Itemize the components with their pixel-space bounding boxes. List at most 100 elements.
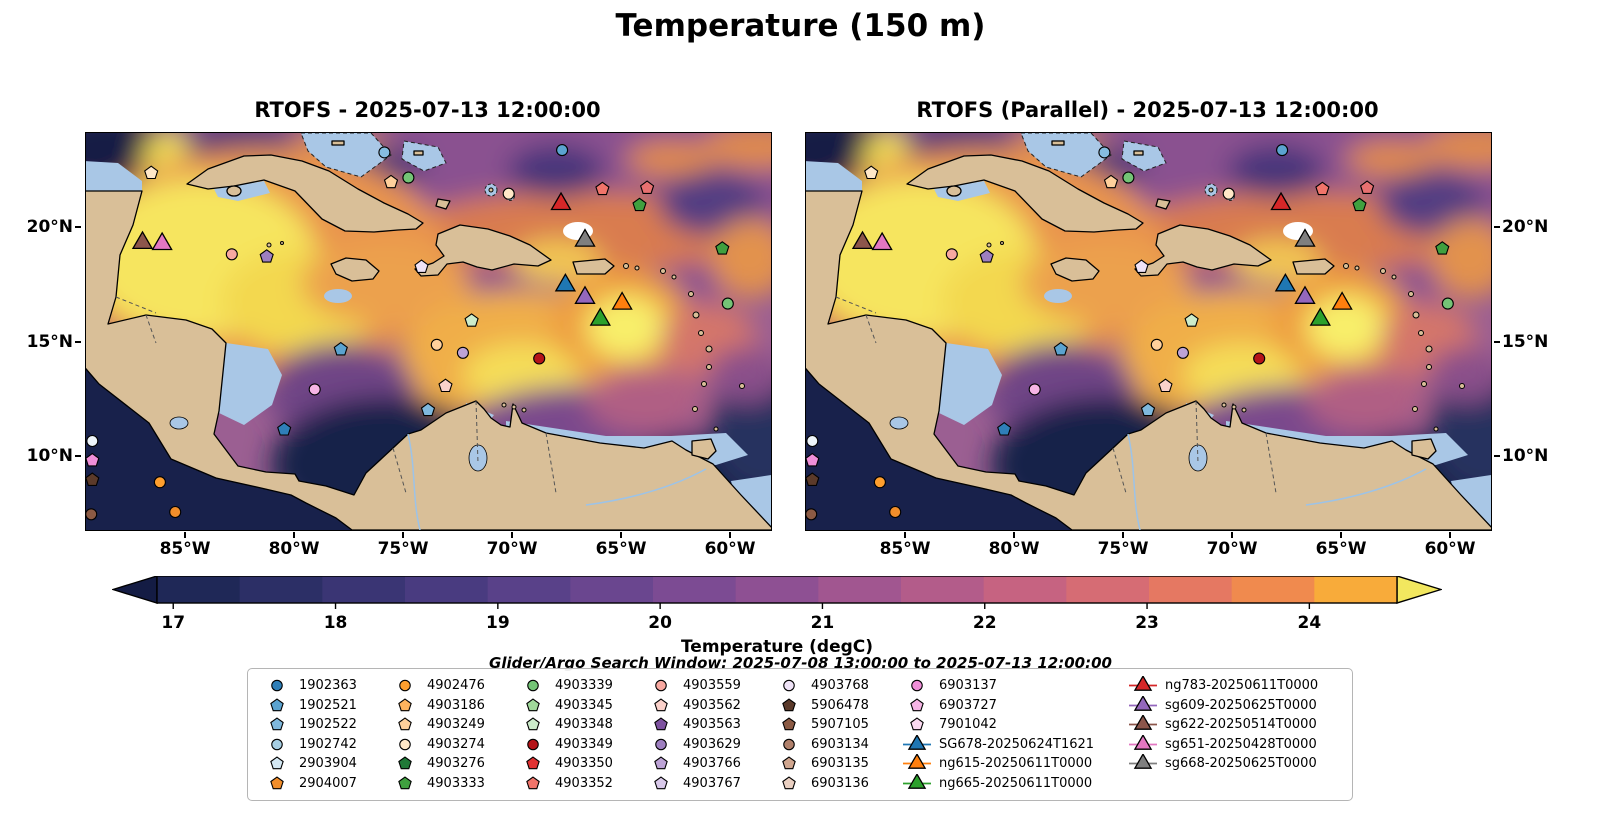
land-layer	[806, 140, 1491, 530]
legend-entry: 5906478	[774, 696, 892, 716]
map-marker-pentagon	[1140, 402, 1156, 417]
map-panel-rtofs: RTOFS - 2025-07-13 12:00:00	[27, 98, 772, 559]
legend-entry: 4903559	[646, 676, 764, 696]
map-marker-circle	[1253, 352, 1266, 365]
great-inagua	[1155, 198, 1171, 210]
legend-marker-circle-icon	[271, 738, 283, 751]
x-tick-mark	[1340, 532, 1343, 538]
legend-label: 4903350	[555, 756, 613, 772]
map-canvas-rtofs-parallel	[805, 132, 1492, 531]
legend-label: 4903766	[683, 756, 741, 772]
legend-marker-pentagon-icon	[270, 717, 284, 731]
legend-label: 1902363	[299, 678, 357, 694]
legend-entry: 4903767	[646, 774, 764, 794]
legend-marker-pentagon-icon	[654, 756, 668, 770]
trinidad	[1411, 438, 1437, 460]
legend-label: 7901042	[939, 717, 997, 733]
map-marker-circle	[402, 171, 415, 184]
map-marker-pentagon	[639, 180, 655, 194]
jamaica	[330, 257, 380, 282]
colorbar-tick-label: 19	[486, 613, 510, 633]
legend-entry: 6903727	[902, 696, 1118, 716]
legend-column: 4903339 4903345 4903348 4903349 4903350 49033…	[518, 676, 636, 793]
legend-entry: 5907105	[774, 715, 892, 735]
map-marker-pentagon	[259, 249, 274, 263]
legend-column: 4903559 4903562 4903563 4903629 4903766 49037…	[646, 676, 764, 793]
legend-entry: 1902363	[262, 676, 380, 696]
legend-entry: 4903345	[518, 696, 636, 716]
y-tick-label: 20°N	[26, 217, 73, 237]
legend-marker-triangle-icon	[1129, 734, 1157, 750]
legend-entry: 4903274	[390, 735, 508, 755]
colorbar-tick-label: 22	[973, 613, 997, 633]
map-marker-triangle	[151, 231, 173, 251]
legend-entry: 1902522	[262, 715, 380, 735]
legend-column: 1902363 1902521 1902522 1902742 2903904 29040…	[262, 676, 380, 793]
map-marker-pentagon	[277, 422, 292, 436]
colorbar-tick-label: 18	[324, 613, 348, 633]
map-marker-circle	[1222, 187, 1235, 200]
x-tick-label: 75°W	[1097, 539, 1149, 559]
map-marker-triangle	[574, 228, 596, 247]
legend-marker-triangle-icon	[1129, 676, 1157, 692]
map-marker-circle	[225, 248, 238, 261]
y-tick-mark	[75, 455, 81, 457]
legend-label: 2903904	[299, 756, 357, 772]
legend-label: sg609-20250625T0000	[1165, 697, 1317, 713]
map-marker-circle	[806, 434, 819, 448]
map-marker-circle	[1122, 171, 1135, 184]
map-marker-triangle	[574, 285, 596, 304]
legend-entry: SG678-20250624T1621	[902, 734, 1118, 755]
map-marker-triangle	[611, 291, 633, 310]
pacific-ocean	[86, 368, 352, 530]
cuba	[186, 154, 424, 233]
x-tick-label: 60°W	[704, 539, 756, 559]
map-marker-triangle	[1274, 273, 1297, 292]
legend-marker-triangle-icon	[1129, 754, 1157, 770]
bahamas-islet-2	[413, 150, 424, 156]
map-marker-triangle	[589, 307, 611, 326]
map-marker-circle	[1150, 338, 1163, 351]
legend-label: 6903135	[811, 756, 869, 772]
x-tick-label: 65°W	[1315, 539, 1367, 559]
map-marker-triangle	[550, 191, 572, 211]
legend-entry: 6903136	[774, 774, 892, 794]
map-marker-pentagon	[715, 241, 730, 255]
legend-entry: ng783-20250611T0000	[1128, 676, 1338, 696]
legend-marker-pentagon-icon	[398, 717, 412, 731]
map-marker-pentagon	[1158, 378, 1173, 393]
legend-entry: 4903249	[390, 715, 508, 735]
map-marker-circle	[430, 338, 443, 351]
legend-label: 4903563	[683, 717, 741, 733]
hispaniola	[414, 224, 552, 277]
legend-entry: 4903276	[390, 754, 508, 774]
legend-marker-pentagon-icon	[398, 776, 412, 790]
map-marker-circle	[456, 346, 469, 359]
puerto-rico	[1292, 258, 1335, 275]
cuba	[906, 154, 1144, 233]
legend-marker-pentagon-icon	[910, 717, 924, 731]
legend-entry: ng615-20250611T0000	[902, 754, 1118, 774]
map-marker-triangle	[871, 231, 893, 251]
legend-entry: sg668-20250625T0000	[1128, 754, 1338, 774]
map-marker-circle	[873, 476, 886, 489]
y-tick-mark	[1494, 226, 1500, 228]
legend-marker-circle-icon	[527, 679, 539, 692]
legend-entry: 6903135	[774, 754, 892, 774]
legend-label: 4903333	[427, 775, 485, 791]
legend-label: 4903339	[555, 678, 613, 694]
x-tick-mark	[511, 532, 514, 538]
map-marker-circle	[169, 505, 182, 519]
map-marker-circle	[153, 476, 166, 489]
legend-label: 2904007	[299, 775, 357, 791]
x-tick-mark	[1449, 532, 1452, 538]
legend-entry: 1902742	[262, 735, 380, 755]
isla-juventud	[946, 185, 962, 197]
bahamas-islet	[331, 140, 345, 146]
legend-entry: 4903563	[646, 715, 764, 735]
map-marker-pentagon	[414, 259, 429, 273]
legend-column: 6903137 6903727 7901042 SG678-20250624T1621…	[902, 676, 1118, 793]
legend-marker-triangle-icon	[1129, 715, 1157, 731]
map-panel-rtofs-parallel: RTOFS (Parallel) - 2025-07-13 12:00:00	[805, 98, 1548, 559]
map-marker-triangle	[1294, 228, 1316, 247]
